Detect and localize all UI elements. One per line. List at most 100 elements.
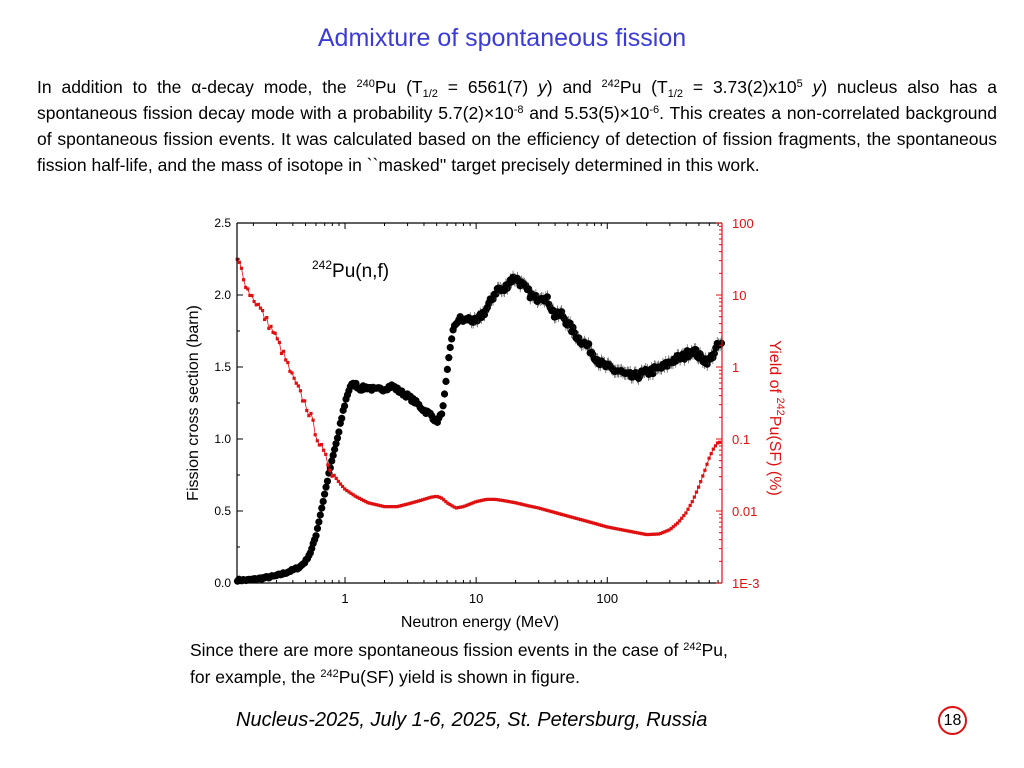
sf-yield-point [583, 519, 587, 523]
cross-section-point [338, 414, 346, 422]
sf-yield-point [560, 512, 564, 517]
cross-section-point [442, 377, 450, 385]
x-tick-label: 10 [469, 591, 483, 606]
sf-yield-point [576, 517, 581, 521]
sf-yield-point [288, 369, 292, 373]
page-number: 18 [938, 706, 967, 735]
sf-yield-point [545, 508, 549, 512]
sf-yield-point [435, 494, 439, 499]
sf-yield-point [663, 530, 667, 534]
sf-yield-point [286, 360, 290, 365]
sf-yield-point [469, 502, 473, 506]
sf-yield-point [595, 522, 600, 526]
sf-yield-point [682, 513, 686, 518]
cross-section-point [335, 428, 343, 436]
sf-yield-point [265, 315, 269, 320]
sf-yield-point [256, 302, 260, 307]
sf-yield-point [463, 504, 467, 508]
sf-yield-point [244, 285, 248, 290]
sf-yield-point [404, 502, 408, 507]
sf-yield-point [368, 501, 372, 505]
sf-yield-point [406, 502, 410, 506]
sf-yield-point [241, 278, 246, 282]
sf-yield-point [530, 505, 534, 509]
cross-section-point [445, 354, 453, 362]
sf-yield-point [629, 530, 633, 534]
sf-yield-point [307, 414, 311, 418]
cross-section-point [318, 504, 326, 512]
sf-yield-point [690, 500, 694, 504]
cross-section-point [313, 524, 322, 533]
sf-yield-point [528, 504, 532, 508]
sf-yield-point [442, 498, 446, 502]
sf-yield-point [515, 501, 520, 505]
sf-yield-point [501, 498, 505, 503]
sf-yield-point [385, 505, 389, 509]
cross-section-point [323, 477, 332, 485]
sf-yield-point [709, 452, 713, 456]
sf-yield-point [372, 502, 376, 506]
sf-yield-point [473, 500, 477, 504]
sf-yield-point [305, 408, 309, 413]
sf-yield-point [701, 474, 705, 478]
cross-section-point [340, 402, 349, 410]
sf-yield-point [511, 500, 515, 504]
sf-yield-point [296, 384, 300, 388]
sf-yield-point [585, 519, 589, 523]
cross-section-point [331, 445, 339, 453]
sf-yield-point [570, 515, 574, 519]
sf-yield-point [513, 501, 517, 505]
sf-yield-point [547, 509, 551, 513]
sf-yield-point [389, 505, 393, 509]
sf-yield-point [505, 499, 509, 503]
sf-yield-point [541, 507, 545, 511]
sf-yield-point [340, 484, 345, 489]
cross-section-point [328, 457, 336, 465]
sf-yield-point [496, 498, 501, 502]
sf-yield-point [640, 532, 644, 536]
cross-section-point [443, 365, 451, 374]
intro-paragraph: In addition to the α-decay mode, the 240… [37, 77, 998, 175]
sf-yield-point [703, 468, 707, 472]
sf-yield-point [484, 497, 488, 502]
sf-yield-point [633, 530, 637, 535]
cross-section-series [233, 270, 726, 585]
sf-yield-point [315, 439, 319, 443]
cross-section-point [446, 343, 454, 352]
sf-yield-point [648, 532, 652, 537]
chart-axes: 1 10 100 0.0 0.5 1.0 1.5 2.0 2.5 1E-3 0.01 0.1 1 10 10… [214, 216, 759, 606]
sf-yield-line [236, 259, 720, 535]
sf-yield-point [410, 501, 414, 505]
sf-yield-point [465, 503, 469, 507]
sf-yield-point [509, 500, 513, 504]
sf-yield-point [378, 504, 383, 508]
cross-section-point [329, 451, 337, 459]
sf-yield-point [627, 529, 631, 533]
sf-yield-point [461, 505, 465, 509]
sf-yield-point [263, 317, 267, 322]
sf-yield-point [357, 496, 362, 500]
sf-yield-point [294, 381, 298, 385]
y-tick-label: 2.0 [214, 288, 231, 302]
sf-yield-point [604, 524, 608, 529]
sf-yield-point [414, 500, 418, 504]
footer: Nucleus-2025, July 1-6, 2025, St. Peters… [236, 709, 708, 731]
sf-yield-point [387, 505, 391, 509]
sf-yield-point [408, 501, 412, 505]
y-tick-label: 1.0 [214, 432, 231, 446]
sf-yield-point [665, 529, 669, 533]
sf-yield-point [675, 521, 680, 525]
sf-yield-point [686, 507, 690, 511]
sf-yield-point [418, 498, 423, 502]
sf-yield-point [549, 509, 553, 514]
sf-yield-point [486, 497, 490, 501]
sf-yield-point [646, 532, 650, 537]
sf-yield-point [635, 531, 640, 535]
sf-yield-point [597, 523, 602, 527]
sf-yield-point [252, 299, 256, 304]
sf-yield-point [637, 531, 642, 535]
sf-yield-point [277, 340, 281, 345]
sf-yield-point [621, 528, 625, 532]
sf-yield-point [619, 527, 623, 532]
sf-yield-point [334, 476, 338, 480]
